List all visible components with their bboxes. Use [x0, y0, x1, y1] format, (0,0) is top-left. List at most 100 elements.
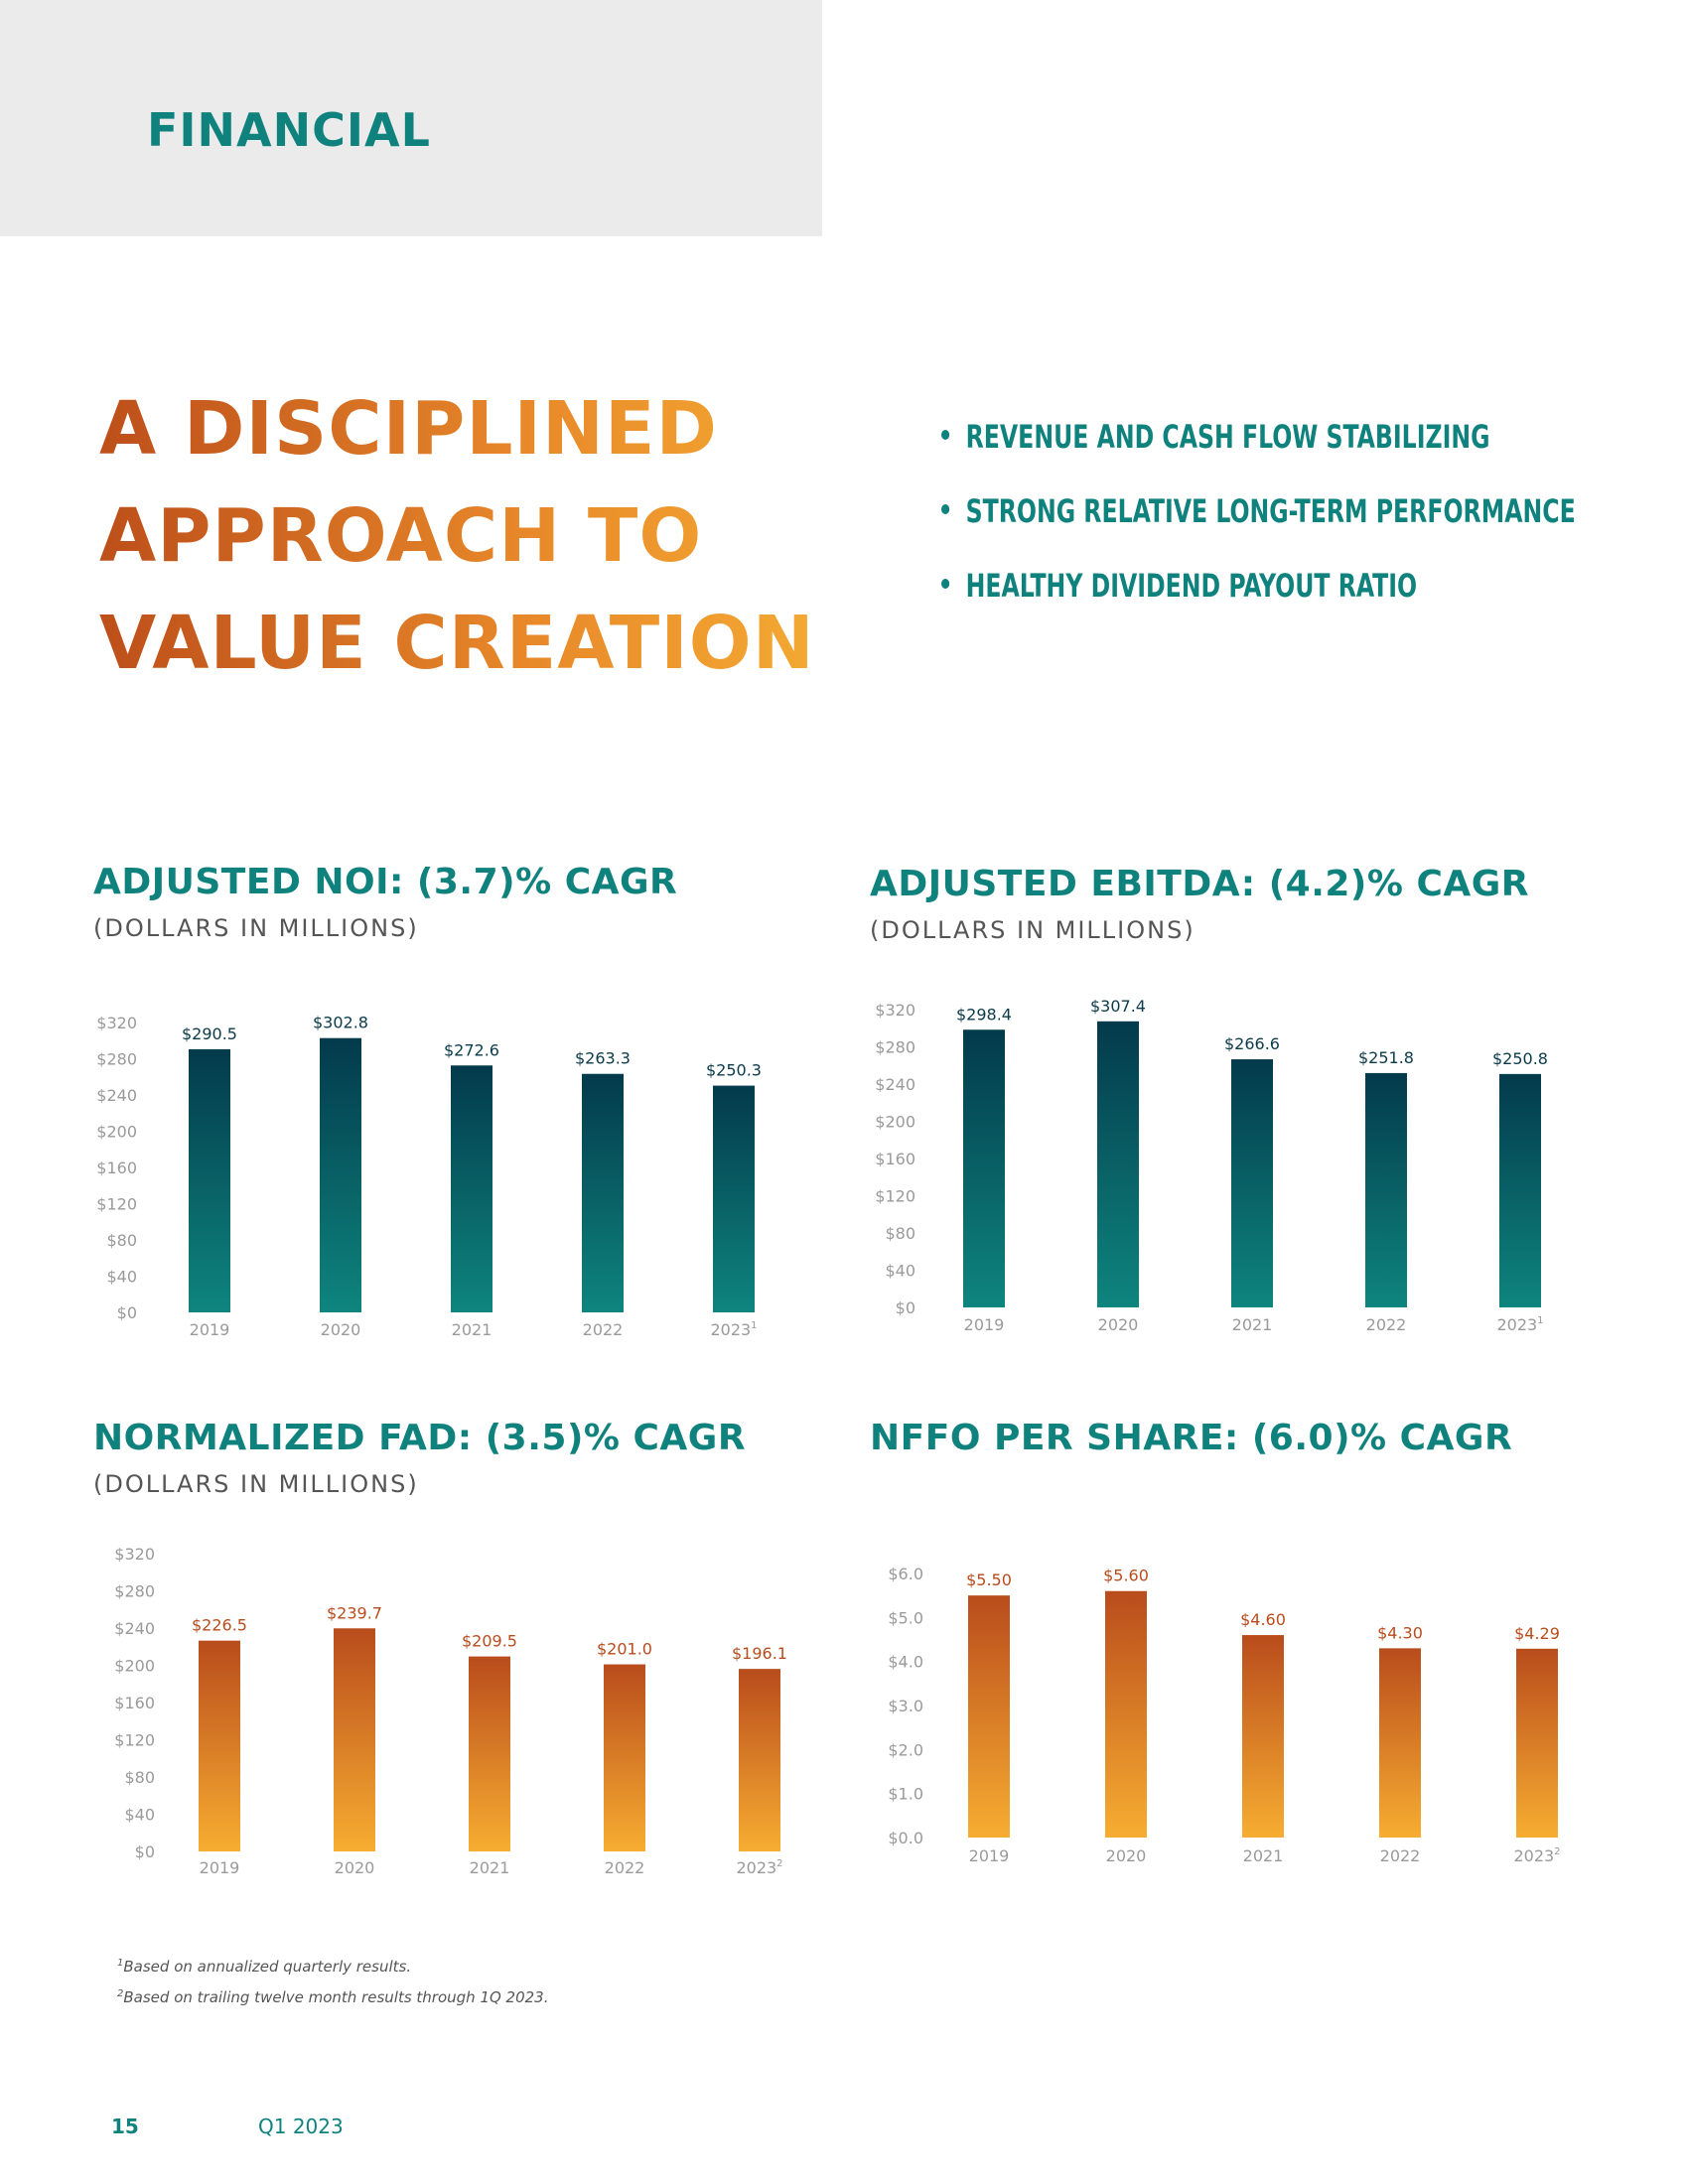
y-tick-label: $2.0 — [888, 1740, 923, 1759]
y-tick-label: $280 — [114, 1582, 155, 1601]
y-tick-label: $40 — [106, 1268, 137, 1287]
bar-2021 — [451, 1065, 492, 1312]
data-label: $239.7 — [327, 1603, 382, 1622]
x-tick-label: 2022 — [1380, 1846, 1421, 1865]
y-tick-label: $1.0 — [888, 1785, 923, 1804]
x-tick-superscript: 2 — [776, 1858, 782, 1869]
y-tick-label: $240 — [114, 1619, 155, 1638]
y-tick-label: $80 — [124, 1768, 155, 1787]
y-tick-label: $240 — [96, 1086, 137, 1105]
chart-subtitle: (DOLLARS IN MILLIONS) — [870, 916, 1196, 944]
bar-2020 — [1097, 1021, 1139, 1307]
chart-1-plot: $0 $40 $80 $120 $160 $200 $240 $280 $320 $298.4 20… — [875, 997, 1548, 1334]
y-tick-label: $40 — [885, 1262, 915, 1281]
chart-title: ADJUSTED EBITDA: (4.2)% CAGR — [870, 864, 1530, 904]
data-label: $196.1 — [732, 1644, 787, 1663]
data-label: $226.5 — [192, 1616, 247, 1635]
highlight-text: REVENUE AND CASH FLOW STABILIZING — [965, 418, 1490, 456]
y-tick-label: $0 — [117, 1303, 137, 1322]
y-tick-label: $80 — [106, 1231, 137, 1250]
y-tick-label: $0 — [135, 1843, 155, 1861]
bar-2022 — [582, 1073, 624, 1312]
x-tick-label: 2022 — [1366, 1315, 1407, 1334]
x-tick-label: 20231 — [1496, 1315, 1543, 1334]
highlight-text: HEALTHY DIVIDEND PAYOUT RATIO — [965, 567, 1418, 605]
bar-2023 — [1516, 1648, 1558, 1838]
x-tick-label: 2019 — [969, 1846, 1010, 1865]
x-tick-label: 2019 — [190, 1320, 230, 1339]
chart-title: NFFO PER SHARE: (6.0)% CAGR — [870, 1418, 1513, 1458]
y-tick-label: $200 — [875, 1113, 915, 1132]
y-tick-label: $160 — [875, 1150, 915, 1168]
chart-subtitle: (DOLLARS IN MILLIONS) — [93, 914, 419, 942]
data-label: $209.5 — [462, 1632, 517, 1651]
x-tick-label: 2020 — [335, 1858, 375, 1877]
y-tick-label: $200 — [96, 1123, 137, 1142]
footnote-2: 2Based on trailing twelve month results … — [117, 1988, 549, 2006]
y-tick-label: $5.0 — [888, 1608, 923, 1627]
data-label: $250.3 — [706, 1061, 762, 1080]
bar-2022 — [1379, 1648, 1421, 1838]
y-tick-label: $0 — [896, 1298, 915, 1317]
x-tick-label: 2020 — [1106, 1846, 1147, 1865]
data-label: $298.4 — [956, 1005, 1012, 1024]
y-tick-label: $280 — [875, 1038, 915, 1057]
data-label: $263.3 — [575, 1049, 631, 1068]
y-tick-label: $160 — [114, 1694, 155, 1712]
x-tick-label: 2019 — [200, 1858, 240, 1877]
x-tick-label: 2020 — [1098, 1315, 1139, 1334]
bar-2021 — [1231, 1059, 1273, 1307]
bullet-dot-icon — [941, 504, 950, 514]
highlights-list: REVENUE AND CASH FLOW STABILIZING STRONG… — [941, 407, 1688, 630]
x-tick-label: 2021 — [1232, 1315, 1273, 1334]
x-tick-label: 2021 — [1243, 1846, 1284, 1865]
data-label: $302.8 — [313, 1014, 368, 1032]
y-tick-label: $6.0 — [888, 1565, 923, 1583]
y-tick-label: $160 — [96, 1159, 137, 1177]
y-tick-label: $120 — [114, 1731, 155, 1750]
data-label: $250.8 — [1492, 1049, 1548, 1068]
y-tick-label: $0.0 — [888, 1829, 923, 1847]
bar-2019 — [189, 1048, 230, 1312]
data-label: $4.29 — [1514, 1624, 1560, 1643]
highlight-text: STRONG RELATIVE LONG-TERM PERFORMANCE — [965, 492, 1576, 530]
x-tick-label: 2021 — [470, 1858, 510, 1877]
bar-2019 — [968, 1595, 1010, 1838]
highlight-item: REVENUE AND CASH FLOW STABILIZING — [941, 407, 1576, 481]
x-tick-label: 2020 — [321, 1320, 361, 1339]
bar-2020 — [320, 1037, 361, 1312]
footnotes: 1Based on annualized quarterly results. … — [117, 1950, 549, 2011]
bar-2023 — [739, 1669, 780, 1851]
y-tick-label: $320 — [96, 1014, 137, 1032]
chart-normalized-fad-header: NORMALIZED FAD: (3.5)% CAGR (DOLLARS IN … — [93, 1418, 746, 1498]
bar-2021 — [1242, 1635, 1284, 1838]
y-tick-label: $320 — [875, 1001, 915, 1020]
y-tick-label: $80 — [885, 1224, 915, 1243]
chart-0-plot: $0 $40 $80 $120 $160 $200 $240 $280 $320 $290.5 20… — [96, 1014, 762, 1339]
chart-2-plot: $0 $40 $80 $120 $160 $200 $240 $280 $320 $226.5 20… — [114, 1545, 787, 1877]
data-label: $290.5 — [182, 1024, 237, 1043]
data-label: $4.30 — [1377, 1623, 1423, 1642]
y-tick-label: $120 — [875, 1187, 915, 1206]
chart-subtitle: (DOLLARS IN MILLIONS) — [93, 1470, 419, 1498]
y-tick-label: $4.0 — [888, 1653, 923, 1672]
y-tick-label: $200 — [114, 1657, 155, 1676]
bar-2022 — [1365, 1072, 1407, 1307]
data-label: $272.6 — [444, 1040, 499, 1059]
x-tick-label: 2021 — [452, 1320, 492, 1339]
data-label: $251.8 — [1358, 1048, 1414, 1067]
bullet-dot-icon — [941, 430, 950, 440]
data-label: $307.4 — [1090, 997, 1146, 1016]
bullet-dot-icon — [941, 579, 950, 589]
page-number: 15 — [111, 2115, 139, 2138]
bar-2019 — [963, 1029, 1005, 1307]
highlight-item: STRONG RELATIVE LONG-TERM PERFORMANCE — [941, 481, 1576, 556]
bar-2020 — [1105, 1590, 1147, 1838]
bar-2022 — [604, 1664, 645, 1851]
data-label: $4.60 — [1240, 1610, 1286, 1629]
x-tick-label: 20232 — [1513, 1846, 1560, 1865]
chart-3-plot: $0.0 $1.0 $2.0 $3.0 $4.0 $5.0 $6.0 $5.50 2019 $5.… — [888, 1565, 1560, 1865]
bar-2021 — [469, 1656, 510, 1851]
y-tick-label: $120 — [96, 1195, 137, 1214]
